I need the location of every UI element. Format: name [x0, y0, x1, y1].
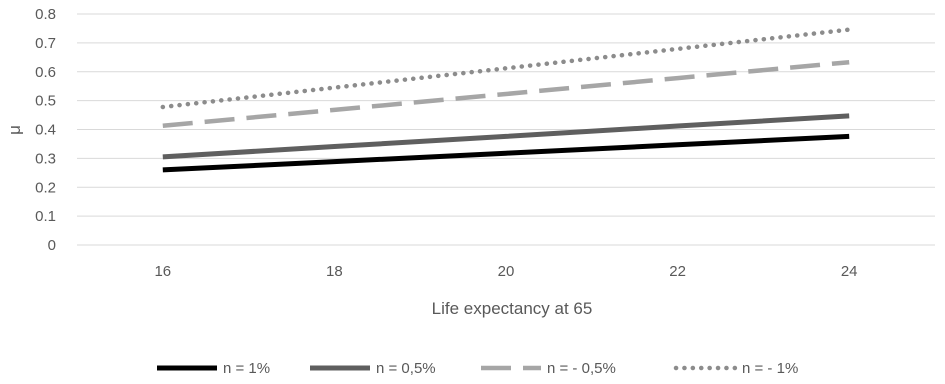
y-tick-label: 0.8: [35, 6, 56, 23]
legend-label: n = 1%: [223, 360, 270, 377]
y-tick-label: 0.4: [35, 122, 56, 139]
x-tick-label: 18: [326, 263, 343, 280]
legend-label: n = - 0,5%: [547, 360, 616, 377]
y-axis-title: μ: [5, 125, 24, 135]
x-tick-label: 20: [498, 263, 515, 280]
series-line-4: [160, 27, 852, 110]
legend-item-4: n = - 1%: [673, 360, 798, 377]
x-axis-ticks: 16 18 20 22 24: [154, 263, 857, 280]
gridlines: [77, 13, 935, 246]
y-axis-ticks: 0 0.1 0.2 0.3 0.4 0.5 0.6 0.7 0.8: [35, 6, 56, 254]
y-tick-label: 0.1: [35, 208, 56, 225]
y-tick-label: 0.6: [35, 64, 56, 81]
series-layer: [160, 27, 852, 173]
legend-item-1: n = 1%: [157, 360, 270, 377]
series-line-2: [162, 113, 850, 160]
legend-item-2: n = 0,5%: [310, 360, 436, 377]
legend-label: n = 0,5%: [376, 360, 436, 377]
legend: n = 1% n = 0,5% n = - 0,5% n = - 1%: [157, 360, 798, 377]
y-tick-label: 0.2: [35, 179, 56, 196]
legend-item-3: n = - 0,5%: [481, 360, 616, 377]
y-tick-label: 0: [48, 237, 56, 254]
series-line-1: [162, 133, 850, 173]
y-tick-label: 0.7: [35, 35, 56, 52]
legend-label: n = - 1%: [742, 360, 798, 377]
x-tick-label: 24: [841, 263, 858, 280]
y-tick-label: 0.3: [35, 150, 56, 167]
series-line-3: [162, 59, 850, 128]
x-axis-title: Life expectancy at 65: [432, 299, 593, 318]
y-tick-label: 0.5: [35, 93, 56, 110]
x-tick-label: 16: [154, 263, 171, 280]
x-tick-label: 22: [669, 263, 686, 280]
